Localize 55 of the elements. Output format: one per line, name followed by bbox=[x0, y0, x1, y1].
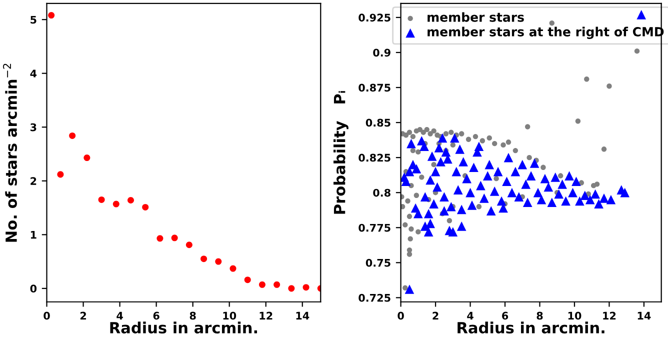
point bbox=[127, 196, 134, 204]
point bbox=[274, 281, 280, 288]
x-tick-label: 10 bbox=[223, 312, 236, 320]
point bbox=[215, 258, 222, 265]
y-tick-label: 0.9 bbox=[373, 48, 390, 57]
y-tick-label: 0.8 bbox=[373, 188, 390, 197]
x-tick-label: 0 bbox=[398, 312, 404, 320]
y-axis-title: No. of stars arcmin$^{−2}$ bbox=[2, 64, 17, 242]
point bbox=[258, 281, 266, 288]
legend-label: member stars bbox=[428, 12, 524, 22]
x-tick-label: 0 bbox=[44, 312, 50, 320]
point bbox=[48, 12, 55, 19]
point bbox=[288, 285, 295, 292]
x-tick-label: 2 bbox=[432, 312, 438, 320]
x-tick-label: 12 bbox=[260, 312, 272, 320]
y-tick-label: 2 bbox=[30, 177, 36, 185]
y-axis-title: Probability Pᵢ bbox=[334, 91, 348, 214]
y-tick-label: 0.75 bbox=[366, 258, 390, 267]
point bbox=[112, 200, 120, 208]
y-tick-label: 0.875 bbox=[358, 84, 390, 92]
y-tick-label: 0 bbox=[30, 284, 37, 293]
x-tick-label: 2 bbox=[80, 312, 86, 320]
point bbox=[200, 256, 208, 262]
y-tick-label: 0.775 bbox=[358, 224, 390, 232]
x-tick-label: 14 bbox=[296, 312, 310, 320]
y-tick-label: 5 bbox=[30, 16, 36, 24]
x-tick-label: 6 bbox=[502, 312, 508, 320]
x-tick-label: 8 bbox=[190, 312, 196, 320]
y-tick-label: 0.925 bbox=[358, 14, 390, 22]
y-tick-label: 4 bbox=[30, 70, 37, 78]
y-tick-label: 0.825 bbox=[358, 154, 390, 162]
x-tick-label: 4 bbox=[116, 312, 123, 320]
x-tick-label: 4 bbox=[467, 312, 474, 320]
x-axis-title: Radius in arcmin. bbox=[458, 322, 604, 334]
y-tick-label: 3 bbox=[30, 123, 36, 132]
x-tick-label: 12 bbox=[603, 312, 616, 320]
x-axis-title: Radius in arcmin. bbox=[110, 322, 257, 334]
y-tick-label: 0.725 bbox=[358, 294, 390, 302]
point bbox=[186, 242, 192, 248]
x-tick-label: 8 bbox=[536, 312, 543, 320]
point bbox=[142, 204, 149, 210]
x-tick-label: 14 bbox=[638, 312, 651, 320]
point bbox=[69, 132, 76, 139]
x-tick-label: 10 bbox=[568, 312, 582, 320]
point bbox=[156, 235, 164, 242]
point bbox=[244, 276, 251, 284]
y-tick-label: 1 bbox=[30, 231, 36, 239]
point bbox=[98, 196, 105, 203]
point bbox=[84, 154, 90, 162]
x-tick-label: 6 bbox=[153, 312, 160, 320]
point bbox=[230, 265, 236, 272]
point bbox=[171, 234, 178, 242]
point bbox=[302, 284, 310, 291]
point bbox=[57, 171, 64, 178]
y-tick-label: 0.85 bbox=[366, 118, 390, 127]
